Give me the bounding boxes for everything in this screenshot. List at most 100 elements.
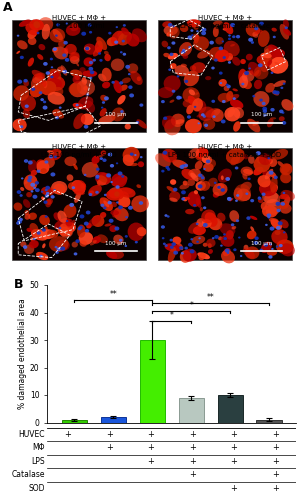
Ellipse shape xyxy=(120,51,123,54)
Ellipse shape xyxy=(226,84,231,88)
Ellipse shape xyxy=(57,150,61,154)
Ellipse shape xyxy=(172,236,181,244)
Ellipse shape xyxy=(20,56,24,59)
Ellipse shape xyxy=(167,46,171,50)
Ellipse shape xyxy=(101,150,106,156)
Ellipse shape xyxy=(54,46,68,60)
Ellipse shape xyxy=(223,22,233,34)
Ellipse shape xyxy=(42,230,47,237)
Ellipse shape xyxy=(128,222,145,241)
Ellipse shape xyxy=(264,192,280,206)
Ellipse shape xyxy=(86,94,89,96)
Ellipse shape xyxy=(95,191,99,194)
Ellipse shape xyxy=(24,210,29,215)
Ellipse shape xyxy=(12,118,27,131)
Ellipse shape xyxy=(206,160,210,164)
Ellipse shape xyxy=(283,232,285,234)
Ellipse shape xyxy=(181,169,196,180)
Ellipse shape xyxy=(275,202,281,206)
Ellipse shape xyxy=(206,238,216,247)
Ellipse shape xyxy=(55,240,70,251)
Ellipse shape xyxy=(54,246,57,248)
Ellipse shape xyxy=(47,78,62,90)
Text: *: * xyxy=(170,310,174,320)
Ellipse shape xyxy=(238,68,247,84)
Ellipse shape xyxy=(54,156,57,158)
Ellipse shape xyxy=(139,201,143,205)
Ellipse shape xyxy=(270,176,278,193)
Ellipse shape xyxy=(209,47,226,62)
Ellipse shape xyxy=(265,224,268,226)
Ellipse shape xyxy=(45,194,49,198)
Ellipse shape xyxy=(38,17,53,32)
Ellipse shape xyxy=(121,28,129,36)
Ellipse shape xyxy=(227,197,230,200)
Ellipse shape xyxy=(130,163,138,166)
Bar xyxy=(62,420,87,422)
FancyBboxPatch shape xyxy=(12,148,146,260)
Ellipse shape xyxy=(168,53,178,60)
Ellipse shape xyxy=(188,168,201,177)
Ellipse shape xyxy=(249,70,253,75)
Ellipse shape xyxy=(224,40,240,56)
Ellipse shape xyxy=(279,116,285,121)
Ellipse shape xyxy=(94,156,99,158)
Ellipse shape xyxy=(98,114,116,124)
Ellipse shape xyxy=(111,174,127,188)
Ellipse shape xyxy=(193,92,199,96)
Ellipse shape xyxy=(43,157,55,168)
Ellipse shape xyxy=(220,224,235,235)
Ellipse shape xyxy=(16,50,20,54)
Ellipse shape xyxy=(243,169,253,174)
Ellipse shape xyxy=(226,91,233,101)
Ellipse shape xyxy=(17,34,19,36)
Ellipse shape xyxy=(185,119,202,133)
Ellipse shape xyxy=(120,110,124,113)
Ellipse shape xyxy=(98,176,108,182)
Ellipse shape xyxy=(125,124,131,130)
Ellipse shape xyxy=(100,157,103,160)
Ellipse shape xyxy=(68,182,76,190)
Ellipse shape xyxy=(136,184,141,188)
Ellipse shape xyxy=(268,170,277,178)
Ellipse shape xyxy=(221,250,235,264)
Ellipse shape xyxy=(28,212,37,220)
Ellipse shape xyxy=(172,25,175,28)
Ellipse shape xyxy=(49,155,53,158)
Ellipse shape xyxy=(89,31,92,34)
Ellipse shape xyxy=(259,22,264,26)
Ellipse shape xyxy=(59,222,74,238)
Ellipse shape xyxy=(69,81,88,98)
Ellipse shape xyxy=(236,35,240,38)
Ellipse shape xyxy=(121,175,124,178)
Ellipse shape xyxy=(170,246,174,249)
Ellipse shape xyxy=(101,106,103,108)
Ellipse shape xyxy=(272,58,284,68)
Ellipse shape xyxy=(257,175,271,188)
Ellipse shape xyxy=(192,98,203,112)
Ellipse shape xyxy=(180,165,185,169)
Ellipse shape xyxy=(244,244,248,250)
Ellipse shape xyxy=(59,106,62,109)
Ellipse shape xyxy=(161,170,164,172)
Ellipse shape xyxy=(268,255,273,258)
Ellipse shape xyxy=(218,93,231,102)
FancyBboxPatch shape xyxy=(12,20,146,132)
Ellipse shape xyxy=(179,42,192,56)
Ellipse shape xyxy=(196,198,202,208)
Ellipse shape xyxy=(219,72,223,74)
Ellipse shape xyxy=(280,172,291,184)
Ellipse shape xyxy=(181,252,184,254)
Ellipse shape xyxy=(104,194,107,196)
Ellipse shape xyxy=(123,24,126,26)
Ellipse shape xyxy=(179,184,190,190)
Text: +: + xyxy=(272,470,279,479)
Ellipse shape xyxy=(114,40,118,44)
Ellipse shape xyxy=(223,28,227,30)
Ellipse shape xyxy=(200,181,210,191)
Ellipse shape xyxy=(108,187,123,198)
Ellipse shape xyxy=(198,174,202,177)
Ellipse shape xyxy=(163,151,168,154)
Ellipse shape xyxy=(272,149,288,160)
Ellipse shape xyxy=(171,114,185,127)
